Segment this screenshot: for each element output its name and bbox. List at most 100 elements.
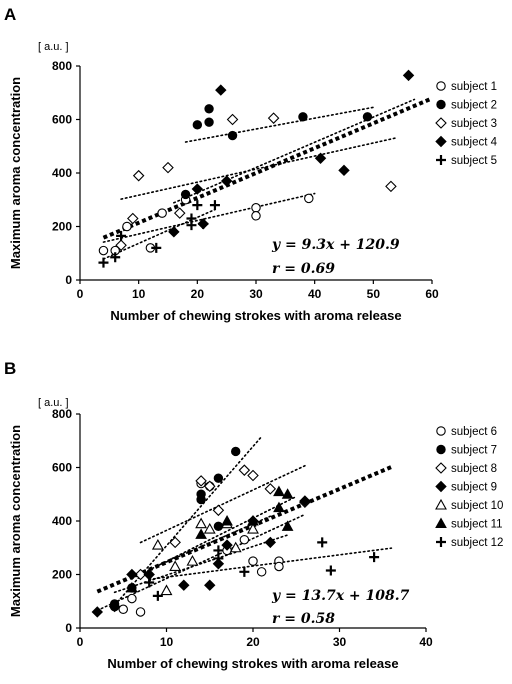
x-tick-label: 30 [333,635,347,649]
data-point [132,169,145,182]
data-point [239,534,250,545]
unit-label: [ a.u. ] [38,41,69,53]
data-point [116,230,127,241]
data-point [169,536,181,549]
y-axis-label: Maximum aroma concentration [8,77,23,269]
x-axis-label: Number of chewing strokes with aroma rel… [107,656,398,671]
data-point [178,579,190,591]
data-point [231,446,241,457]
data-point [180,189,191,200]
subject-fit-line [102,192,316,243]
y-tick-label: 600 [52,461,72,475]
x-tick-label: 10 [132,287,146,301]
legend-label: subject 11 [451,519,503,531]
data-point [144,577,155,588]
data-point [196,494,206,505]
data-point [325,565,336,576]
legend-marker [436,444,446,455]
data-point [126,568,138,581]
data-point [98,245,109,256]
legend-label: subject 4 [451,137,498,149]
data-point [385,180,397,193]
data-point [247,522,259,534]
legend-label: subject 7 [451,445,497,457]
legend-label: subject 5 [451,155,497,167]
data-point [122,221,132,232]
data-point [168,226,180,238]
legend-marker [435,517,447,528]
y-tick-label: 200 [52,220,72,234]
data-point [198,218,209,229]
data-point [238,464,251,476]
subject-fit-line [131,495,298,580]
subject-fit-line [139,464,306,544]
data-point [251,211,261,221]
data-point [126,581,138,593]
data-point [273,501,285,513]
data-point [221,539,233,551]
y-tick-label: 200 [52,568,72,582]
legend-marker [435,117,447,129]
data-point [157,208,167,218]
legend-label: subject 2 [451,100,497,112]
data-point [151,242,162,253]
data-point [226,113,239,126]
data-point [186,554,199,566]
regression-equation: y = 9.3x + 120.9 [271,237,400,253]
x-tick-label: 40 [308,287,322,301]
x-tick-label: 10 [160,635,174,649]
panel-letter: A [4,5,16,24]
data-point [281,520,294,531]
data-point [213,521,224,532]
data-point [134,568,147,581]
data-point [160,584,173,596]
data-point [273,485,285,497]
data-point [186,220,197,231]
subject-fit-line [173,98,416,204]
y-tick-label: 0 [65,273,72,287]
data-point [135,607,146,617]
data-point [248,556,258,566]
data-point [298,112,308,122]
data-point [212,504,225,517]
legend-marker [435,462,447,474]
x-tick-label: 50 [367,287,381,301]
data-point [151,538,164,550]
data-point [203,480,216,493]
data-point [314,152,327,164]
data-point [108,600,121,613]
data-point [299,495,311,507]
correlation-label: r = 0.58 [272,611,335,627]
data-point [274,561,284,572]
panel-a: A[ a.u. ]0 10 20 30 40 50 600200400600800Numbe… [4,5,498,323]
data-point [204,104,214,114]
data-point [247,514,259,526]
legend-marker [435,480,447,493]
data-point [239,566,250,577]
data-point [204,117,214,127]
y-tick-label: 400 [52,514,72,528]
y-tick-label: 600 [52,113,72,127]
legend-marker [435,498,447,510]
legend-marker [436,155,446,165]
subject-fit-line [113,435,263,607]
legend-label: subject 1 [451,81,497,93]
data-point [169,560,182,572]
data-point [191,183,204,195]
data-point [212,558,225,570]
data-point [195,517,208,529]
data-point [304,193,314,204]
x-tick-label: 30 [249,287,263,301]
legend-label: subject 8 [451,463,497,475]
data-point [227,130,238,141]
subject-fit-line [148,547,393,581]
y-axis-label: Maximum aroma concentration [8,425,23,617]
data-point [204,579,216,591]
data-point [91,606,104,618]
data-point [221,514,233,526]
data-point [264,483,277,495]
data-point [402,69,415,82]
x-tick-label: 0 [77,635,84,649]
data-point [98,257,109,268]
